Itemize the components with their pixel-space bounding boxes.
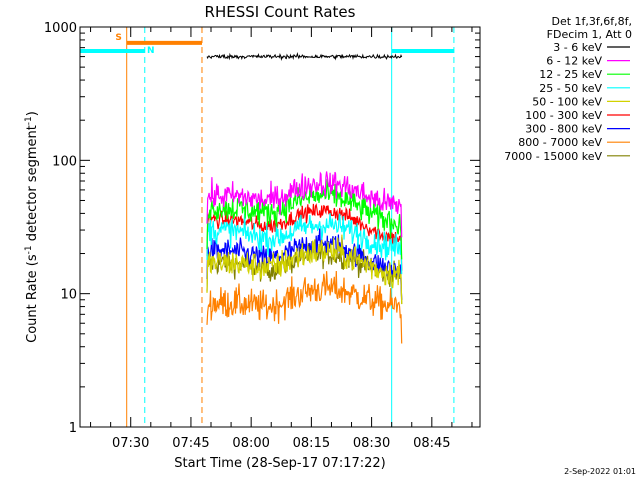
x-tick-label: 08:30 <box>353 436 390 451</box>
plot-frame <box>79 26 481 428</box>
x-tick-label: 07:30 <box>112 436 149 451</box>
series-line-1 <box>206 171 403 238</box>
y-axis-label-sup2: -1 <box>24 116 34 125</box>
annotation-mark-1: N <box>147 46 155 56</box>
x-tick-label: 08:15 <box>293 436 330 451</box>
legend-label: 25 - 50 keV <box>539 82 602 95</box>
annotation-mark-0: S <box>115 33 121 43</box>
series-line-7 <box>206 270 403 344</box>
series-line-4 <box>206 234 403 305</box>
legend-label: 100 - 300 keV <box>525 109 602 122</box>
legend-label: 300 - 800 keV <box>525 123 602 136</box>
x-axis-label: Start Time (28-Sep-17 07:17:22) <box>174 456 385 471</box>
series-line-0 <box>206 52 403 61</box>
series-line-3 <box>206 213 403 275</box>
legend: Det 1f,3f,6f,8f, FDecim 1, Att 0 3 - 6 k… <box>504 15 632 163</box>
legend-header-line2: FDecim 1, Att 0 <box>547 28 632 41</box>
y-axis: 1 10 100 1000 <box>44 21 480 436</box>
timestamp: 2-Sep-2022 01:01 <box>564 467 636 476</box>
y-axis-label-part3: ) <box>25 111 40 116</box>
legend-label: 50 - 100 keV <box>532 95 602 108</box>
legend-label: 7000 - 15000 keV <box>504 150 602 163</box>
y-axis-label-sup1: -1 <box>24 245 34 254</box>
series-line-5 <box>206 203 403 271</box>
legend-label: 3 - 6 keV <box>553 41 602 54</box>
chart-title: RHESSI Count Rates <box>205 3 356 21</box>
x-tick-label: 08:00 <box>232 436 269 451</box>
y-tick-label: 10 <box>60 288 77 303</box>
x-tick-label: 07:45 <box>172 436 209 451</box>
legend-label: 800 - 7000 keV <box>518 136 602 149</box>
series-layer <box>206 52 403 344</box>
y-axis-label-part2: detector segment <box>25 125 40 245</box>
y-axis-label-part1: Count Rate (s <box>25 254 40 343</box>
y-axis-label: Count Rate (s-1 detector segment-1) <box>24 111 40 343</box>
legend-header-line1: Det 1f,3f,6f,8f, <box>551 15 632 28</box>
x-tick-label: 08:45 <box>413 436 450 451</box>
x-axis: 07:30 07:45 08:00 08:15 08:30 08:45 <box>90 27 473 451</box>
y-tick-label: 100 <box>52 154 77 169</box>
y-tick-label: 1000 <box>44 21 77 36</box>
legend-label: 12 - 25 keV <box>539 68 602 81</box>
legend-label: 6 - 12 keV <box>546 55 602 68</box>
y-tick-label: 1 <box>69 421 77 436</box>
